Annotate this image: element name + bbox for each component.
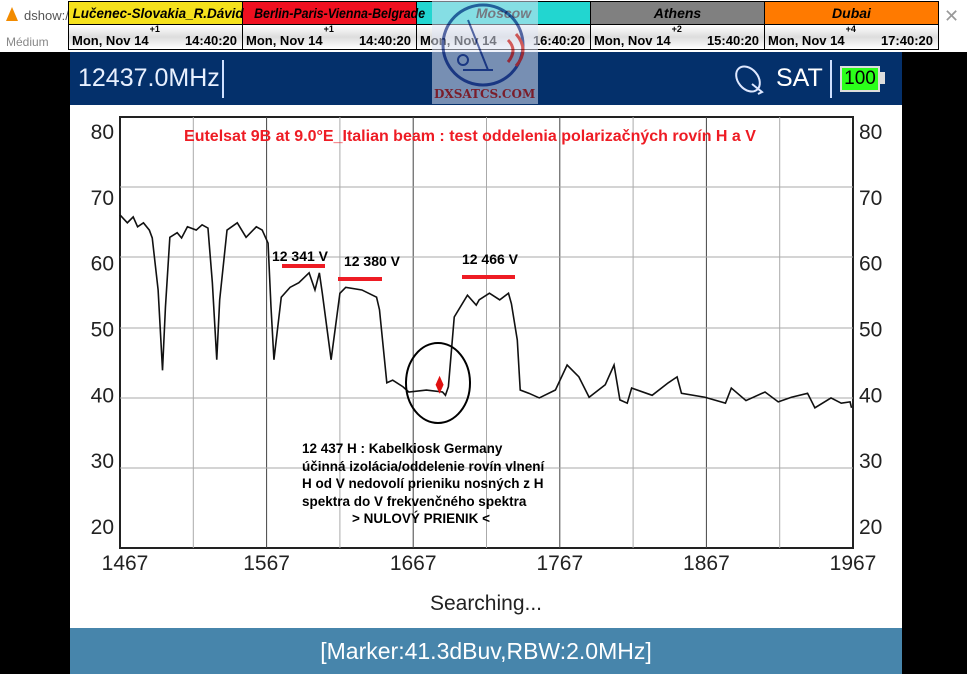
- y-tick-label-right: 50: [859, 318, 882, 341]
- x-tick-label: 1867: [683, 552, 730, 575]
- y-tick-label-right: 60: [859, 253, 882, 276]
- x-tick-label: 1667: [390, 552, 437, 575]
- clock-tz-offset: +1: [149, 24, 160, 34]
- video-letterbox-left: [0, 52, 70, 674]
- clock-time: 17:40:20: [880, 33, 933, 48]
- x-tick-label: 1967: [830, 552, 877, 575]
- y-tick-label-left: 70: [91, 187, 114, 210]
- y-tick-label-right: 70: [859, 187, 882, 210]
- clock-city: Athens: [653, 5, 702, 21]
- clock-date: Mon, Nov 14: [594, 33, 671, 48]
- y-tick-label-right: 80: [859, 121, 882, 144]
- y-tick-label-right: 30: [859, 450, 882, 473]
- x-tick-label: 1467: [102, 552, 149, 575]
- clock-4: Dubai Mon, Nov 14 +4 17:40:20: [765, 2, 938, 49]
- clock-tz-offset: +1: [323, 24, 334, 34]
- mode-label: SAT: [776, 64, 823, 92]
- video-letterbox-right: [902, 52, 967, 674]
- x-tick-label: 1767: [536, 552, 583, 575]
- y-tick-label-left: 80: [91, 121, 114, 144]
- chart-title: Eutelsat 9B at 9.0°E_Italian beam : test…: [184, 128, 756, 145]
- clock-tz-offset: +2: [671, 24, 682, 34]
- clock-city-cell: Dubai: [765, 2, 938, 25]
- clock-time: 14:40:20: [184, 33, 237, 48]
- clock-city-cell: Berlin-Paris-Vienna-Belgrade: [243, 2, 425, 25]
- satellite-dish-icon: [735, 65, 764, 95]
- clock-city: Dubai: [832, 5, 871, 21]
- clock-time: 14:40:20: [358, 33, 411, 48]
- y-tick-label-left: 30: [91, 450, 114, 473]
- divider: [222, 60, 224, 98]
- clock-city: Lučenec-Slovakia_R.Dávid: [72, 5, 244, 21]
- y-tick-label-left: 20: [91, 516, 114, 539]
- dxsatcs-logo: [432, 0, 538, 104]
- note-line: H od V nedovolí prieniku nosných z H: [302, 476, 544, 491]
- clock-date: Mon, Nov 14: [72, 33, 149, 48]
- battery-icon: 100: [840, 66, 880, 92]
- clock-tz-offset: +4: [845, 24, 856, 34]
- y-tick-label-left: 60: [91, 253, 114, 276]
- clock-time-row: Mon, Nov 14 +2 15:40:20: [591, 25, 764, 49]
- spectrum-trace: [119, 214, 853, 409]
- highlight-circle: [405, 342, 471, 424]
- clock-time-row: Mon, Nov 14 +1 14:40:20: [243, 25, 416, 49]
- vlc-cone-icon: [6, 7, 18, 21]
- annotation-note: 12 437 H : Kabelkiosk Germany účinná izo…: [302, 440, 544, 528]
- divider: [830, 60, 832, 98]
- marker-diamond-icon: [435, 375, 444, 394]
- note-line: spektra do V frekvenčného spektra: [302, 493, 527, 509]
- clock-date: Mon, Nov 14: [246, 33, 323, 48]
- clock-city-cell: Lučenec-Slovakia_R.Dávid: [69, 2, 244, 25]
- note-line: účinná izolácia/oddelenie rovín vlnení: [302, 458, 545, 474]
- clock-time-row: Mon, Nov 14 +1 14:40:20: [69, 25, 242, 49]
- menu-item-media[interactable]: Médium: [6, 35, 49, 49]
- note-line: > NULOVÝ PRIENIK <: [352, 511, 491, 526]
- clock-1: Berlin-Paris-Vienna-Belgrade Mon, Nov 14…: [243, 2, 425, 49]
- window-title: dshow://: [24, 8, 73, 23]
- y-tick-label-right: 20: [859, 516, 882, 539]
- clock-city: Berlin-Paris-Vienna-Belgrade: [254, 5, 426, 21]
- clock-3: Athens Mon, Nov 14 +2 15:40:20: [591, 2, 765, 49]
- clock-time: 15:40:20: [706, 33, 759, 48]
- search-status: Searching...: [429, 592, 543, 615]
- y-tick-label-right: 40: [859, 384, 882, 407]
- y-tick-label-left: 50: [91, 318, 114, 341]
- clock-city-cell: Athens: [591, 2, 764, 25]
- center-frequency: 12437.0MHz: [78, 64, 220, 92]
- clock-0: Lučenec-Slovakia_R.Dávid Mon, Nov 14 +1 …: [69, 2, 244, 49]
- carrier-label: 12 341 V: [272, 248, 329, 264]
- clock-time-row: Mon, Nov 14 +4 17:40:20: [765, 25, 938, 49]
- logo-text: DXSATCS.COM: [434, 87, 536, 101]
- x-tick-label: 1567: [243, 552, 290, 575]
- carrier-label: 12 380 V: [344, 253, 401, 269]
- clock-time: 16:40:20: [532, 33, 585, 48]
- y-tick-label-left: 40: [91, 384, 114, 407]
- marker-readout: [Marker:41.3dBuv,RBW:2.0MHz]: [70, 628, 902, 674]
- close-icon[interactable]: ✕: [944, 6, 960, 26]
- carrier-label: 12 466 V: [462, 251, 519, 267]
- note-line: 12 437 H : Kabelkiosk Germany: [302, 441, 503, 456]
- clock-date: Mon, Nov 14: [768, 33, 845, 48]
- battery-tip: [880, 72, 885, 84]
